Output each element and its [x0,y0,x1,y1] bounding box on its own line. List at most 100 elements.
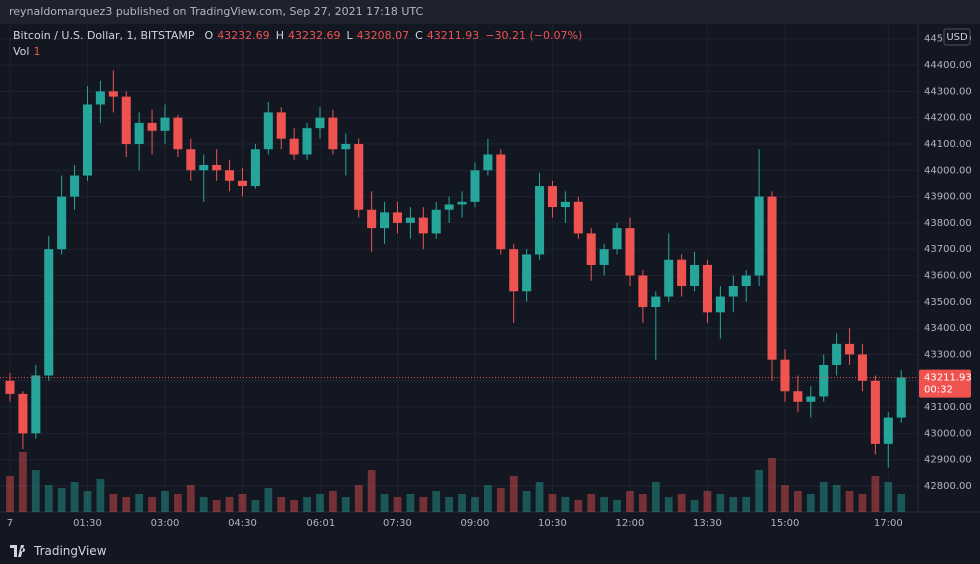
candle-body [418,217,428,234]
volume-bar [871,476,880,512]
volume-bar [199,497,208,512]
volume-bar [445,497,454,512]
change: −30.21 (−0.07%) [485,29,583,42]
x-tick-label: 7 [7,518,13,529]
candle-body [380,212,390,229]
volume-bar [251,500,260,512]
legend: Bitcoin / U.S. Dollar, 1, BITSTAMP O 4323… [13,28,584,60]
volume-bar [496,488,505,512]
y-tick-label: 44000.00 [924,165,972,176]
x-tick-label: 12:00 [616,518,645,529]
candle-body [250,149,260,187]
y-tick-label: 44400.00 [924,60,972,71]
ohlc-key: H [275,29,284,42]
volume-bar [57,488,66,512]
volume-bar [690,500,699,512]
brand-logo [10,545,26,557]
chart-background [0,24,980,538]
candle-body [237,180,248,187]
x-tick-label: 17:00 [874,518,903,529]
volume-bar [70,482,79,512]
volume-bar [716,494,725,512]
candle-body [690,264,700,287]
y-tick-label: 44300.00 [924,86,972,97]
volume-bar [238,494,247,512]
volume-bar [471,497,479,512]
candle-body [547,186,557,208]
volume-bar [367,470,376,512]
volume-bar [897,494,906,512]
candle-body [715,296,725,313]
volume-bar [613,500,621,512]
volume-bar [109,494,118,512]
y-tick-label: 42900.00 [924,455,972,466]
volume-bar [419,497,428,512]
y-tick-label: 43900.00 [924,192,972,203]
volume-bar [277,497,286,512]
candle-body [702,264,712,313]
x-tick-label: 15:00 [771,518,800,529]
x-tick-label: 06:01 [306,518,335,529]
candle-body [767,196,777,360]
volume-pane [6,452,906,512]
candle-body [457,201,467,205]
publisher-bar: reynaldomarquez3 published on TradingVie… [0,0,980,24]
candle-body [328,117,338,150]
candle-body [806,396,816,402]
y-tick-label: 43400.00 [924,323,972,334]
ohlc-key: L [346,29,353,42]
volume-bar [96,479,105,512]
volume-bar [832,485,841,512]
volume-bar [509,476,518,512]
volume-bar [458,494,466,512]
candle-body [173,117,183,150]
publisher-text: reynaldomarquez3 published on TradingVie… [9,5,424,18]
candle-body [832,343,842,365]
volume-bar [122,497,131,512]
volume-bar [225,497,234,512]
candle-body [625,228,635,276]
candle-body [612,228,622,250]
volume-bar [380,494,389,512]
x-tick-label: 04:30 [228,518,257,529]
volume-bar [819,482,828,512]
volume-bar [290,500,299,512]
volume-bar [845,491,854,512]
volume-bar [161,491,169,512]
x-tick-label: 01:30 [73,518,102,529]
candle-body [70,175,80,197]
volume-bar [303,497,311,512]
countdown: 00:32 [924,385,953,396]
ohlc-value: 43232.69 [287,29,341,42]
volume-bar [677,494,686,512]
candle-body [186,149,196,171]
candle-body [741,275,751,287]
candle-body [483,154,493,171]
candle-body [857,354,867,381]
currency-label: USD [946,32,968,43]
y-tick-label: 43300.00 [924,349,972,360]
volume-bar [44,485,53,512]
volume-bar [651,482,660,512]
volume-bar [393,497,402,512]
x-tick-label: 09:00 [461,518,490,529]
volume-bar [432,491,441,512]
x-tick-label: 13:30 [693,518,722,529]
volume-bar [755,470,764,512]
volume-bar [626,491,634,512]
volume-bar [264,488,273,512]
volume-length: 1 [33,45,41,58]
x-tick-label: 07:30 [383,518,412,529]
volume-bar [6,476,14,512]
candle-body [354,143,364,210]
volume-bar [600,497,609,512]
candle-body [82,104,93,176]
symbol-title[interactable]: Bitcoin / U.S. Dollar, 1, BITSTAMP [13,29,195,42]
candle-body [108,91,118,97]
y-tick-label: 43600.00 [924,270,972,281]
candle-body [134,122,144,144]
candle-body [199,165,209,171]
candle-body [225,170,235,181]
